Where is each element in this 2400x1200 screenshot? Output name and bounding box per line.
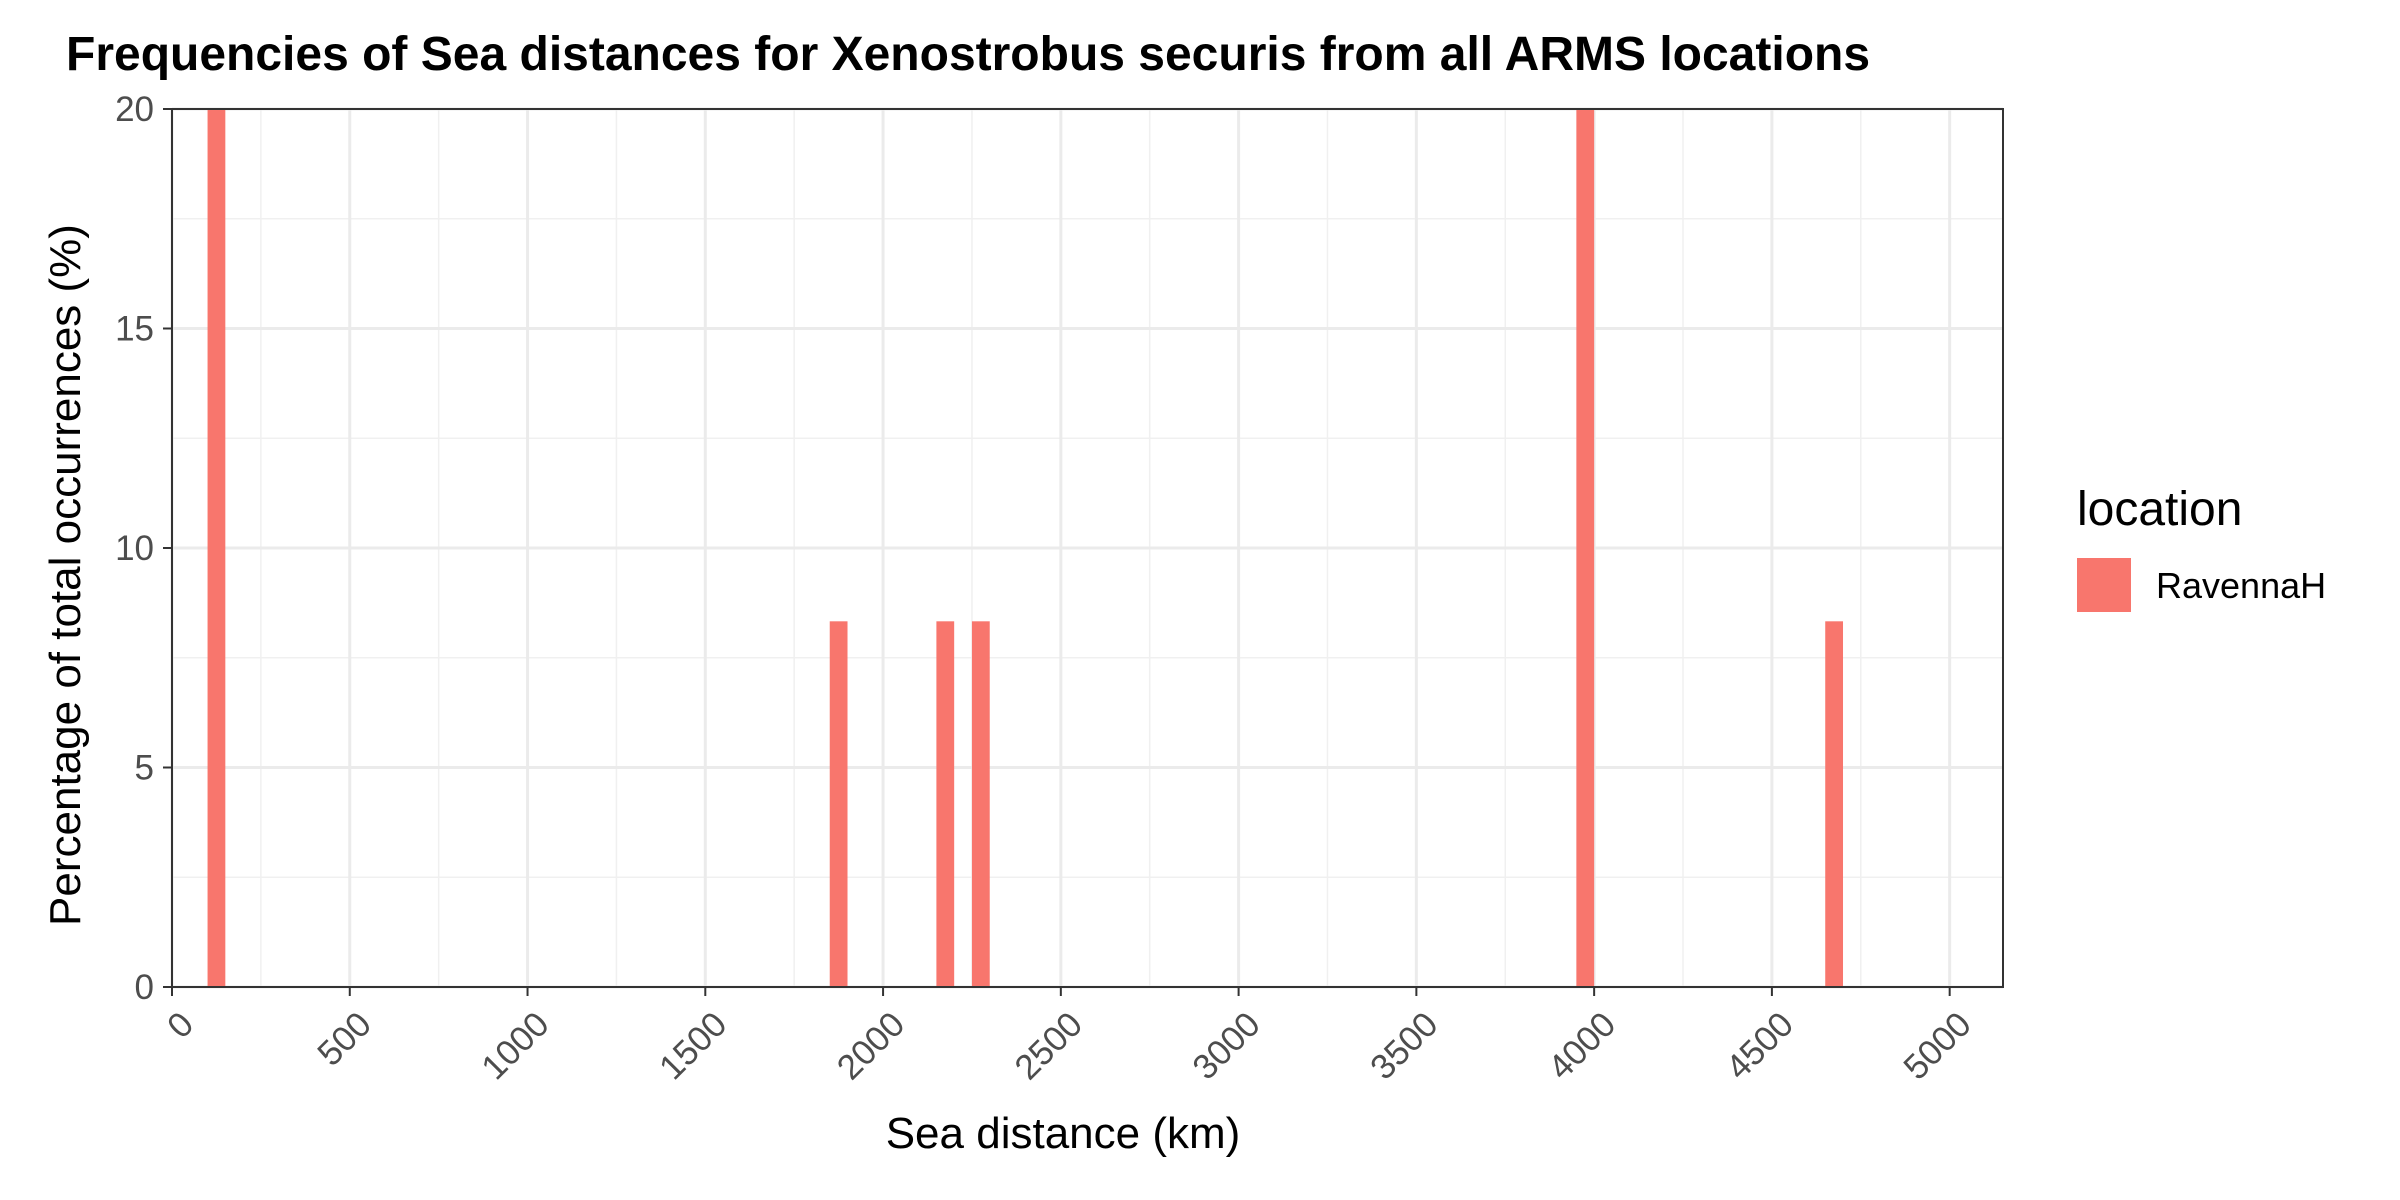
bars: [207, 109, 1844, 987]
legend: location RavennaH: [2077, 483, 2326, 612]
x-tick-label: 3000: [1185, 1005, 1268, 1088]
y-tick-label: 10: [115, 529, 154, 568]
x-tick-label: 2500: [1007, 1005, 1090, 1088]
x-tick-label: 500: [310, 1005, 379, 1074]
bar: [1825, 621, 1844, 987]
x-tick-label: 3500: [1363, 1005, 1446, 1088]
y-tick-label: 20: [115, 90, 154, 129]
bar: [829, 621, 848, 987]
legend-label: RavennaH: [2156, 565, 2326, 606]
x-tick-label: 0: [160, 1005, 201, 1046]
x-tick-label: 1500: [652, 1005, 735, 1088]
y-tick-label: 0: [135, 968, 154, 1007]
x-tick-label: 1000: [474, 1005, 557, 1088]
y-tick-label: 15: [115, 310, 154, 349]
x-tick-label: 4000: [1541, 1005, 1624, 1088]
legend-entries: RavennaH: [2077, 558, 2326, 612]
bar: [936, 621, 955, 987]
legend-title: location: [2077, 483, 2242, 536]
x-tick-label: 2000: [830, 1005, 913, 1088]
chart-title: Frequencies of Sea distances for Xenostr…: [66, 28, 1870, 81]
y-tick-label: 5: [135, 749, 154, 788]
bar: [207, 109, 226, 987]
legend-swatch: [2077, 558, 2131, 612]
x-axis-label: Sea distance (km): [886, 1109, 1241, 1158]
x-tick-label: 4500: [1718, 1005, 1801, 1088]
bar: [971, 621, 990, 987]
x-tick-label: 5000: [1896, 1005, 1979, 1088]
bar: [1576, 109, 1595, 987]
y-axis-label: Percentage of total occurrences (%): [41, 224, 90, 926]
